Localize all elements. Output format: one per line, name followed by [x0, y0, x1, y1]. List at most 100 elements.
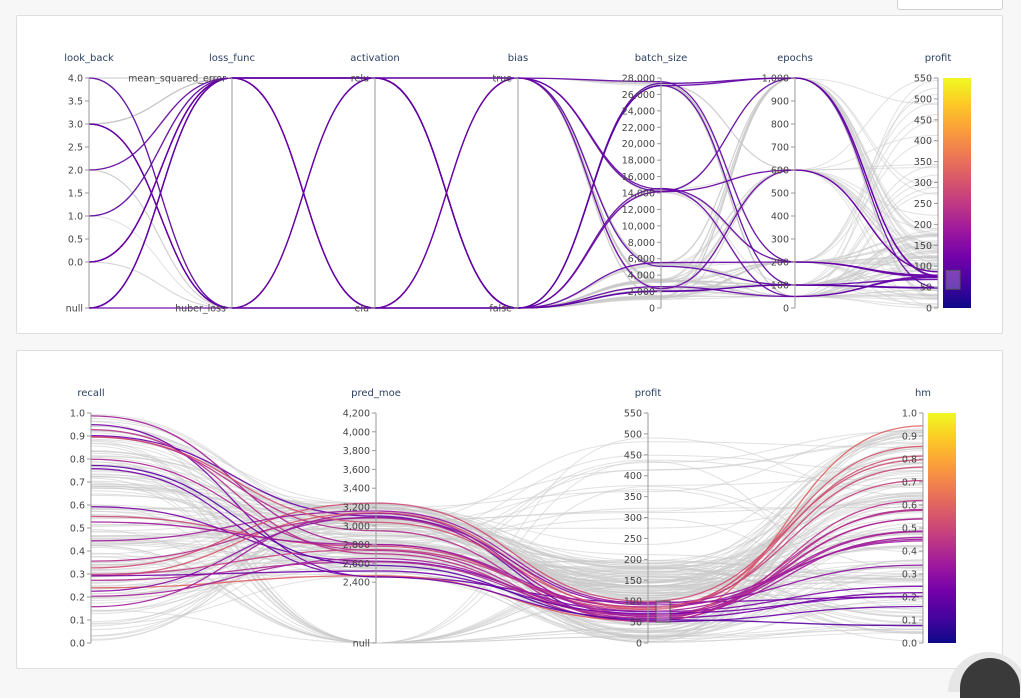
null-label: null	[353, 639, 370, 650]
tick-label: 1.0	[70, 409, 85, 420]
axis-title-activation: activation	[350, 53, 400, 64]
data-line	[88, 77, 939, 309]
data-line	[88, 77, 939, 309]
data-line	[89, 77, 939, 309]
axis-look-back[interactable]: look_back 4.0 3.5 3.0 2.5 2.0 1.5 1.0 0.5 0.0 null	[64, 53, 114, 315]
data-line-highlighted	[90, 479, 924, 608]
axis-batch-size[interactable]: batch_size 28,000 26,000 24,000 22,000 20,000…	[622, 53, 688, 315]
data-line-highlighted	[88, 123, 939, 309]
tick-label: 26,000	[622, 90, 655, 101]
data-line-highlighted	[88, 77, 939, 309]
data-line	[88, 77, 939, 309]
tick-label: 200	[624, 555, 642, 566]
tick-label: 0.8	[70, 455, 85, 466]
brush-selection[interactable]	[655, 600, 671, 623]
axis-title-epochs: epochs	[777, 53, 813, 64]
axis-hm[interactable]: hm 1.0 0.9 0.8 0.7 0.6 0.5 0.4 0.3 0.2 0.1 0.0	[902, 388, 956, 650]
data-line-highlighted	[88, 77, 939, 309]
tick-label: 0.8	[902, 455, 917, 466]
tick-label: 150	[914, 241, 932, 252]
data-line	[88, 77, 939, 309]
tick-label: 1,000	[762, 74, 789, 85]
data-line	[90, 429, 924, 530]
data-line	[88, 77, 939, 309]
axis-activation[interactable]: activation relu elu	[350, 53, 400, 315]
data-line-highlighted	[88, 77, 939, 309]
data-line	[88, 123, 939, 309]
tick-label: 0.6	[70, 501, 85, 512]
parallel-coordinates-plot-1[interactable]: look_back 4.0 3.5 3.0 2.5 2.0 1.5 1.0 0.5 0.0 null…	[17, 16, 1002, 333]
tick-label: 12,000	[622, 205, 655, 216]
tick-label: 200	[914, 220, 932, 231]
axis-title-profit: profit	[635, 388, 662, 399]
data-line	[88, 77, 939, 286]
brush-selection[interactable]	[945, 269, 961, 290]
top-right-button[interactable]	[897, 0, 1003, 10]
axis-loss-func[interactable]: loss_func mean_squared_error huber_loss	[128, 53, 255, 315]
tick-label: 0.3	[70, 570, 85, 581]
data-line-highlighted	[88, 77, 939, 298]
data-line	[88, 77, 939, 309]
tick-label: 0.1	[70, 616, 85, 627]
tick-label: 0.0	[70, 639, 85, 650]
data-line	[88, 77, 939, 309]
data-line	[88, 77, 939, 299]
data-line	[88, 169, 939, 309]
data-line-highlighted	[90, 425, 924, 622]
tick-label: 4.0	[68, 74, 83, 85]
data-line-highlighted	[90, 512, 924, 618]
data-line	[88, 77, 939, 309]
tick-label: 4,000	[343, 427, 370, 438]
tick-label: 400	[914, 136, 932, 147]
axis-pred-moe[interactable]: pred_moe 4,200 4,000 3,800 3,600 3,400 3,200 3,…	[343, 388, 401, 650]
tick-label: 3.0	[68, 120, 83, 131]
category-label-mean-squared-error: mean_squared_error	[128, 74, 226, 85]
data-line	[88, 77, 939, 309]
tick-label: 350	[914, 157, 932, 168]
tick-label: 2.0	[68, 166, 83, 177]
data-line	[88, 77, 939, 309]
data-line	[89, 77, 939, 309]
tick-label: 500	[771, 189, 789, 200]
tick-label: 1.0	[902, 409, 917, 420]
colorbar	[943, 78, 971, 308]
data-line	[89, 83, 939, 309]
axis-title-batch-size: batch_size	[635, 53, 688, 64]
data-line	[88, 77, 939, 309]
axis-title-pred-moe: pred_moe	[351, 388, 401, 399]
tick-label: 250	[914, 199, 932, 210]
data-line	[90, 435, 924, 644]
data-line	[88, 77, 939, 309]
data-line	[88, 77, 939, 309]
data-line-highlighted	[90, 509, 924, 616]
data-line	[90, 458, 924, 644]
polylines-group	[88, 77, 939, 309]
tick-label: 10,000	[622, 221, 655, 232]
data-line	[88, 77, 939, 309]
tick-label: 300	[624, 513, 642, 524]
axis-bias[interactable]: bias true false	[489, 53, 528, 315]
tick-label: 550	[624, 409, 642, 420]
tick-label: 0.1	[902, 616, 917, 627]
axis-epochs[interactable]: epochs 1,000 900 800 700 600 500 400 300 200 100 0	[762, 53, 813, 315]
parallel-coordinates-plot-2[interactable]: recall 1.0 0.9 0.8 0.7 0.6 0.5 0.4 0.3 0.2 0.1 0.0 p…	[17, 351, 1002, 668]
axis-recall[interactable]: recall 1.0 0.9 0.8 0.7 0.6 0.5 0.4 0.3 0.2 0.1 0.0	[70, 388, 105, 650]
data-line	[90, 518, 924, 622]
data-line	[88, 77, 939, 309]
data-line	[88, 77, 939, 309]
tick-label: 14,000	[622, 189, 655, 200]
axis-title-profit: profit	[925, 53, 952, 64]
tick-label: 2,800	[343, 540, 370, 551]
tick-label: 3.5	[68, 97, 83, 108]
tick-label: 18,000	[622, 156, 655, 167]
data-line	[88, 77, 939, 309]
data-line	[88, 77, 939, 309]
data-line-highlighted	[89, 169, 939, 309]
data-line	[89, 77, 939, 309]
data-line	[89, 77, 939, 309]
data-line	[88, 77, 939, 309]
data-line	[88, 77, 939, 309]
tick-label: 350	[624, 492, 642, 503]
